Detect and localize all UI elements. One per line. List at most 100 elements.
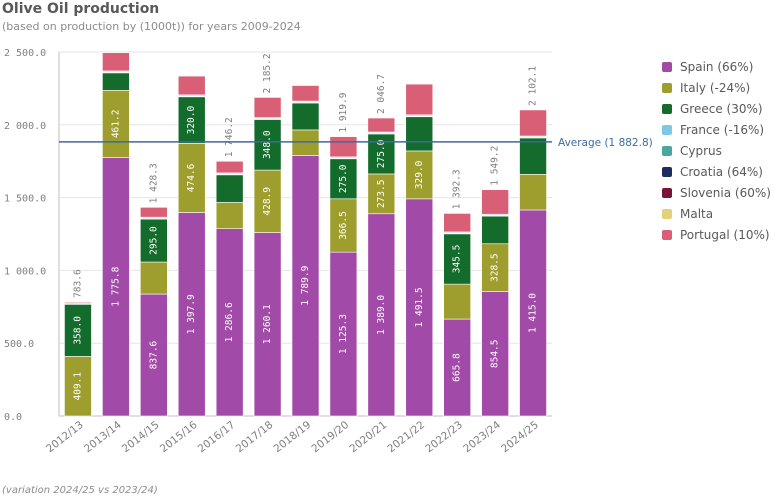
legend-swatch — [662, 61, 672, 72]
bar-segment[interactable] — [367, 213, 396, 417]
x-tick-label: 2020/21 — [347, 419, 389, 455]
legend-label: Malta — [680, 206, 714, 221]
chart-title: Olive Oil production — [2, 1, 160, 17]
bar-segment[interactable] — [519, 174, 547, 211]
x-tick-label: 2017/18 — [234, 419, 276, 455]
legend-item[interactable]: Spain (66%) — [662, 56, 771, 77]
bar-segment[interactable] — [64, 304, 92, 357]
bar-segment[interactable] — [215, 202, 244, 229]
bar-segment[interactable] — [329, 158, 358, 200]
bar-total-label: 1 428.3 — [148, 163, 159, 203]
bar-segment[interactable] — [443, 283, 471, 320]
bar-segment-label: 665.8 — [452, 353, 463, 382]
bar-segment[interactable] — [215, 228, 244, 417]
legend-item[interactable]: Malta — [662, 203, 771, 224]
bar-total-label: 1 392.3 — [452, 169, 463, 209]
bar-segment[interactable] — [519, 137, 547, 175]
bar-segment[interactable] — [405, 198, 434, 417]
bar-segment[interactable] — [405, 116, 434, 152]
bar-segment[interactable] — [367, 117, 396, 133]
bar-segment[interactable] — [177, 96, 206, 144]
bar-segment-label: 461.2 — [110, 110, 121, 139]
bar-segment-label: 275.0 — [376, 139, 387, 168]
bar-total-label: 2 185.2 — [262, 53, 273, 93]
legend-swatch — [662, 145, 672, 156]
bar-segment-label: 1 260.1 — [262, 304, 273, 344]
bar-segment-label: 348.0 — [262, 130, 273, 159]
bar-total-label: 2 046.7 — [376, 74, 387, 114]
bar-segment[interactable] — [102, 52, 130, 72]
bar-segment[interactable] — [481, 189, 509, 215]
bar-segment[interactable] — [253, 169, 282, 233]
bar-segment[interactable] — [215, 160, 244, 174]
bar-segment[interactable] — [481, 243, 509, 292]
bar-segment[interactable] — [405, 83, 434, 116]
bar-segment-label: 474.6 — [186, 163, 197, 192]
legend-item[interactable]: Italy (-24%) — [662, 77, 771, 98]
bar-segment[interactable] — [367, 133, 396, 175]
bar-segment[interactable] — [291, 85, 320, 102]
x-tick-label: 2016/17 — [196, 419, 238, 455]
legend-swatch — [662, 82, 672, 93]
bar-segment[interactable] — [519, 109, 547, 137]
bar-segment[interactable] — [64, 301, 92, 304]
bar-segment[interactable] — [177, 75, 206, 96]
bar-segment-label: 1 397.9 — [186, 294, 197, 334]
legend-swatch — [662, 166, 672, 177]
bar-segment[interactable] — [367, 173, 396, 215]
bar-segment[interactable] — [140, 207, 168, 218]
x-tick-label: 2021/22 — [385, 419, 427, 455]
bar-segment[interactable] — [140, 293, 168, 417]
legend-item[interactable]: Slovenia (60%) — [662, 182, 771, 203]
bar-segment[interactable] — [291, 102, 320, 131]
bar-segment[interactable] — [215, 174, 244, 203]
bar-segment[interactable] — [177, 143, 206, 213]
bar-segment[interactable] — [329, 251, 358, 417]
bar-segment-label: 320.0 — [186, 105, 197, 134]
legend-label: Greece (30%) — [680, 101, 763, 116]
chart-legend[interactable]: Spain (66%) Italy (-24%) Greece (30%) Franc… — [662, 56, 771, 245]
bar-segment[interactable] — [329, 198, 358, 253]
legend-item[interactable]: France (-16%) — [662, 119, 771, 140]
bar-segment-label: 1 389.0 — [376, 295, 387, 335]
legend-item[interactable]: Greece (30%) — [662, 98, 771, 119]
bar-segment[interactable] — [329, 136, 358, 158]
bar-segment[interactable] — [481, 215, 509, 245]
bar-segment[interactable] — [64, 356, 92, 417]
legend-swatch — [662, 208, 672, 219]
bar-segment[interactable] — [140, 218, 168, 263]
average-label: Average (1 882.8) — [558, 137, 653, 149]
bar-segment-label: 854.5 — [490, 339, 501, 368]
bar-segment-label: 1 415.0 — [528, 293, 539, 333]
bar-segment[interactable] — [443, 213, 471, 233]
bar-segment-label: 1 125.3 — [338, 314, 349, 354]
bar-segment[interactable] — [443, 318, 471, 417]
bar-segment[interactable] — [481, 291, 509, 417]
bar-segment[interactable] — [253, 232, 282, 417]
bar-total-label: 783.6 — [72, 269, 83, 298]
y-tick-label: 1 500.0 — [4, 194, 46, 205]
bar-segment[interactable] — [102, 72, 130, 91]
bar-segment[interactable] — [177, 212, 206, 417]
legend-item[interactable]: Cyprus — [662, 140, 771, 161]
bar-segment-label: 328.5 — [490, 253, 501, 282]
legend-swatch — [662, 229, 672, 240]
bar-segment[interactable] — [291, 129, 320, 156]
x-tick-label: 2019/20 — [310, 419, 352, 455]
bar-total-label: 1 746.2 — [224, 117, 235, 157]
bar-segment[interactable] — [291, 155, 320, 417]
legend-item[interactable]: Portugal (10%) — [662, 224, 771, 245]
x-tick-label: 2018/19 — [272, 419, 314, 455]
bar-segment[interactable] — [253, 97, 282, 118]
bar-segment[interactable] — [519, 209, 547, 417]
bar-segment[interactable] — [443, 233, 471, 285]
bar-segment-label: 345.5 — [452, 245, 463, 274]
bar-segment[interactable] — [140, 261, 168, 295]
bar-segment-label: 428.9 — [262, 187, 273, 216]
bar-segment[interactable] — [253, 119, 282, 171]
bar-segment-label: 1 789.9 — [300, 265, 311, 305]
legend-item[interactable]: Croatia (64%) — [662, 161, 771, 182]
bar-segment-label: 837.6 — [148, 340, 159, 369]
chart-subtitle: (based on production by (1000t)) for yea… — [2, 20, 301, 33]
